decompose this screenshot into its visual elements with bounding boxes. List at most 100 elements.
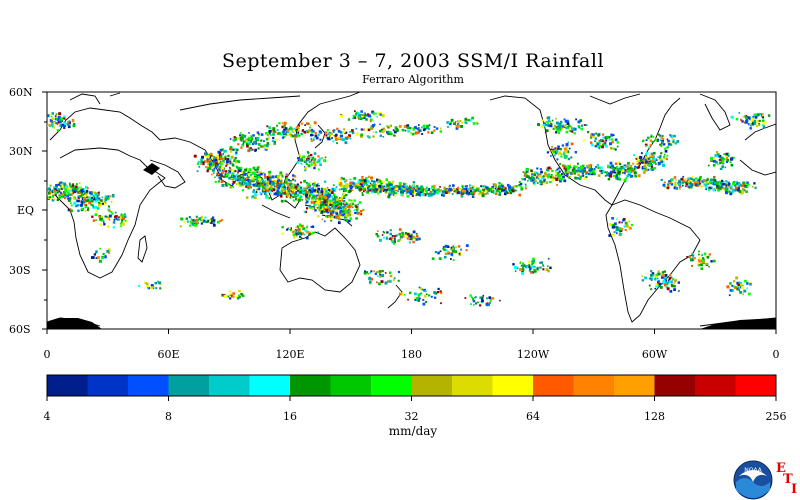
rain-pixel <box>492 192 495 194</box>
rain-pixel <box>600 169 603 172</box>
rain-pixel <box>611 167 614 170</box>
rain-pixel <box>583 170 586 173</box>
rain-pixel <box>308 156 311 159</box>
rain-pixel <box>756 113 760 117</box>
rain-pixel <box>638 162 641 165</box>
rain-pixel <box>232 136 236 139</box>
rain-pixel <box>327 137 331 141</box>
rain-pixel <box>279 190 282 193</box>
rain-pixel <box>315 194 319 198</box>
rain-pixel <box>544 131 547 134</box>
rain-pixel <box>258 183 261 186</box>
colorbar-swatch <box>249 375 291 396</box>
rain-pixel <box>603 140 606 143</box>
rain-pixel <box>247 149 251 153</box>
rain-pixel <box>553 124 557 128</box>
rain-pixel <box>306 191 310 194</box>
rain-pixel <box>623 225 626 228</box>
rain-pixel <box>360 118 362 120</box>
rain-pixel <box>425 293 428 295</box>
rain-pixel <box>215 172 218 175</box>
rain-pixel <box>418 124 420 126</box>
rain-pixel <box>557 153 560 155</box>
rain-pixel <box>473 304 475 306</box>
rain-pixel <box>725 184 728 187</box>
rain-pixel <box>380 280 384 284</box>
rain-pixel <box>72 197 75 200</box>
rain-pixel <box>325 200 328 203</box>
rain-pixel <box>318 185 320 187</box>
rain-pixel <box>519 261 522 263</box>
rain-pixel <box>461 184 464 188</box>
rain-pixel <box>418 187 421 190</box>
rain-pixel <box>580 127 583 131</box>
rain-pixel <box>412 184 415 188</box>
rain-pixel <box>333 136 336 139</box>
rain-pixel <box>661 140 664 144</box>
rain-pixel <box>528 269 531 272</box>
rain-pixel <box>533 173 536 177</box>
rain-pixel <box>340 197 343 200</box>
rain-pixel <box>325 194 329 197</box>
rain-pixel <box>728 182 731 185</box>
rain-pixel <box>451 193 454 195</box>
rain-pixel <box>582 174 585 177</box>
rain-pixel <box>239 132 242 134</box>
rain-pixel <box>304 233 306 236</box>
rain-pixel <box>577 173 580 177</box>
rain-pixel <box>620 227 624 231</box>
rain-pixel <box>722 162 725 165</box>
rain-pixel <box>85 196 88 199</box>
rain-pixel <box>471 195 475 198</box>
rain-pixel <box>304 169 307 172</box>
rain-pixel <box>409 184 411 187</box>
rain-pixel <box>237 143 240 146</box>
rain-pixel <box>380 183 382 185</box>
rain-pixel <box>315 136 319 140</box>
rain-pixel <box>615 175 618 178</box>
rain-pixel <box>285 195 288 198</box>
rain-pixel <box>566 119 569 122</box>
rain-pixel <box>330 207 332 209</box>
rain-pixel <box>268 129 272 133</box>
rain-pixel <box>56 191 59 194</box>
rain-pixel <box>546 169 548 171</box>
rain-pixel <box>303 160 307 164</box>
rain-pixel <box>232 164 235 167</box>
rain-pixel <box>248 182 252 186</box>
rain-pixel <box>286 186 290 190</box>
rain-pixel <box>614 162 618 165</box>
rain-pixel <box>306 130 309 133</box>
rain-pixel <box>561 144 564 147</box>
rain-pixel <box>84 200 87 204</box>
rain-pixel <box>305 200 309 204</box>
rain-pixel <box>324 156 327 159</box>
rain-pixel <box>289 186 292 189</box>
rain-pixel <box>96 256 100 260</box>
rain-pixel <box>652 274 655 277</box>
rain-pixel <box>241 183 244 187</box>
rain-pixel <box>499 191 502 194</box>
rain-pixel <box>747 183 749 186</box>
axis-ticks <box>42 91 777 334</box>
rain-pixel <box>357 203 359 206</box>
rain-pixel <box>299 156 302 158</box>
rain-pixel <box>662 135 664 137</box>
rain-pixel <box>372 135 375 138</box>
rain-pixel <box>400 187 404 190</box>
rain-pixel <box>232 148 235 151</box>
rain-pixel <box>245 139 248 143</box>
rain-pixel <box>287 188 289 190</box>
rain-pixel <box>685 182 688 185</box>
rain-pixel <box>97 202 101 205</box>
rain-pixel <box>75 185 78 189</box>
rain-pixel <box>443 193 446 195</box>
rain-pixel <box>522 262 525 265</box>
rain-pixel <box>562 154 565 157</box>
rain-pixel <box>337 136 341 140</box>
rain-pixel <box>228 176 232 180</box>
rain-pixel <box>602 170 605 173</box>
rain-pixel <box>670 181 673 184</box>
rain-pixel <box>505 191 509 194</box>
rain-pixel <box>665 157 668 160</box>
